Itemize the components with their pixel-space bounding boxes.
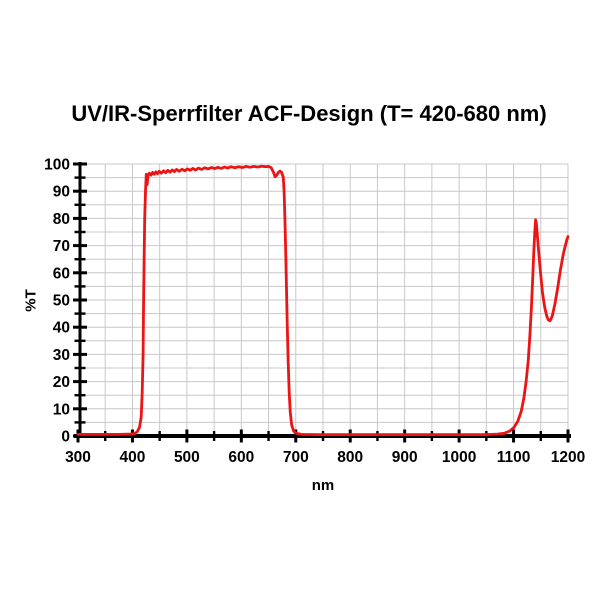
grid-lines <box>80 163 569 434</box>
x-tick-label: 600 <box>228 449 254 466</box>
x-tick-label: 700 <box>283 449 309 466</box>
y-tick-label: 0 <box>61 429 70 446</box>
x-tick-label: 800 <box>337 449 363 466</box>
x-tick-label: 1200 <box>551 449 585 466</box>
y-axis-label: %T <box>22 289 40 312</box>
y-tick-label: 70 <box>53 238 70 255</box>
transmission-curve <box>76 164 570 437</box>
x-axis-label: nm <box>311 477 335 494</box>
y-tick-label: 10 <box>53 401 70 418</box>
x-tick-label: 400 <box>120 449 146 466</box>
x-tick-label: 500 <box>174 449 200 466</box>
x-tick-label: 300 <box>65 449 91 466</box>
chart-title: UV/IR-Sperrfilter ACF-Design (T= 420-680… <box>71 101 547 126</box>
tick-labels: 300 400 500 600 700 800 900 1000 1100 1200 0 10 20 30… <box>44 157 585 467</box>
y-tick-label: 60 <box>53 265 70 282</box>
tick-marks <box>73 162 570 443</box>
x-tick-label: 1100 <box>497 449 531 466</box>
y-tick-label: 100 <box>44 157 70 174</box>
x-tick-label: 900 <box>392 449 418 466</box>
y-tick-label: 90 <box>53 184 70 201</box>
y-tick-label: 40 <box>53 320 70 337</box>
y-tick-label: 30 <box>53 347 70 364</box>
y-tick-label: 80 <box>53 211 70 228</box>
x-tick-label: 1000 <box>442 449 476 466</box>
y-tick-label: 20 <box>53 374 70 391</box>
y-tick-label: 50 <box>53 293 70 310</box>
